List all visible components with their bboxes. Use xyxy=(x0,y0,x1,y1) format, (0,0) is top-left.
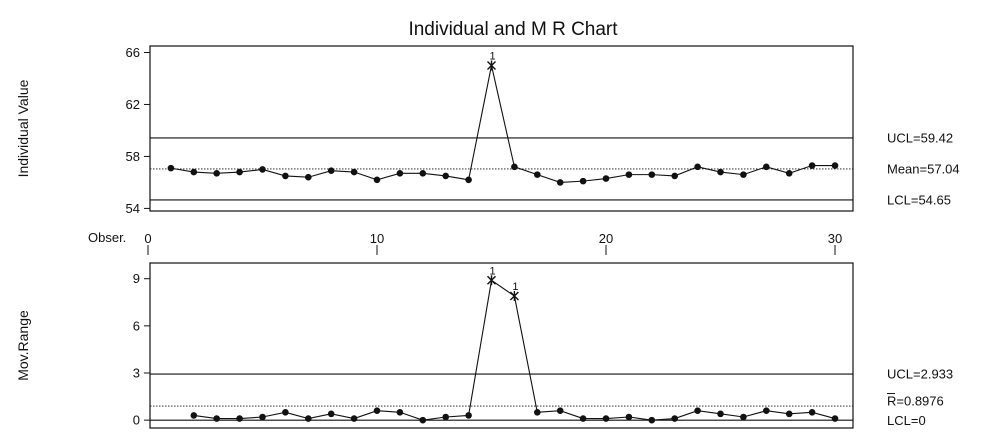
data-point xyxy=(785,410,793,418)
data-point xyxy=(808,408,816,416)
data-point xyxy=(671,415,678,422)
data-point xyxy=(236,415,243,422)
flagged-point xyxy=(487,60,496,71)
data-point xyxy=(648,416,656,424)
data-point xyxy=(305,173,312,181)
data-point xyxy=(327,410,335,418)
data-point xyxy=(740,171,747,178)
y-axis-label: Individual Value xyxy=(15,79,31,177)
data-point xyxy=(763,163,770,171)
data-point xyxy=(717,410,724,418)
y-axis-label: Mov.Range xyxy=(15,310,31,381)
data-point xyxy=(511,163,518,171)
control-label-lcl: LCL=54.65 xyxy=(887,192,951,207)
flagged-point xyxy=(509,291,519,301)
data-point xyxy=(740,413,747,421)
data-point xyxy=(465,412,472,419)
data-point xyxy=(579,415,587,422)
data-point xyxy=(465,176,472,184)
data-point xyxy=(167,164,175,172)
data-point xyxy=(236,168,243,176)
y-tick-label: 3 xyxy=(133,366,140,381)
data-point xyxy=(579,177,587,185)
data-point xyxy=(785,170,793,177)
plot-frame xyxy=(149,262,854,429)
flagged-point xyxy=(487,275,496,286)
data-point xyxy=(442,172,450,180)
data-point xyxy=(396,408,404,416)
control-label-ucl: UCL=59.42 xyxy=(887,130,953,145)
series-line xyxy=(193,279,836,421)
y-tick-label: 62 xyxy=(126,97,140,112)
data-point xyxy=(602,415,610,422)
data-point xyxy=(282,408,289,416)
data-point xyxy=(373,407,381,415)
y-tick-label: 6 xyxy=(133,318,140,333)
data-point xyxy=(259,166,266,173)
series-line xyxy=(170,65,835,183)
data-point xyxy=(373,176,381,184)
x-tick-label: 30 xyxy=(828,231,842,246)
y-tick-label: 0 xyxy=(133,413,140,428)
data-point xyxy=(259,413,266,421)
plot-frame xyxy=(149,45,854,212)
data-point xyxy=(190,168,198,176)
data-point xyxy=(808,162,816,169)
data-point xyxy=(694,163,701,171)
control-label-lcl: LCL=0 xyxy=(887,413,926,428)
data-point xyxy=(671,172,678,180)
control-label-mean: Mean=57.04 xyxy=(887,161,960,176)
data-point xyxy=(625,171,633,178)
data-point xyxy=(556,407,564,415)
data-point xyxy=(327,167,335,175)
chart-title: Individual and M R Chart xyxy=(408,19,618,40)
out-of-control-flag: 1 xyxy=(489,50,495,62)
y-tick-label: 54 xyxy=(126,201,140,216)
x-tick-label: 0 xyxy=(144,231,151,246)
data-point xyxy=(419,170,427,177)
out-of-control-flag: 1 xyxy=(512,281,518,293)
data-point xyxy=(442,413,450,421)
y-tick-label: 66 xyxy=(126,45,140,60)
x-tick-label: 10 xyxy=(370,231,384,246)
data-point xyxy=(602,175,610,182)
data-point xyxy=(396,170,404,177)
control-label-r-bar: R=0.8976 xyxy=(887,394,944,409)
data-point xyxy=(831,415,839,422)
data-point xyxy=(213,170,220,177)
data-point xyxy=(350,168,358,176)
out-of-control-flag: 1 xyxy=(489,265,495,277)
y-tick-label: 9 xyxy=(133,271,140,286)
data-point xyxy=(625,413,633,421)
x-axis-label: Obser. xyxy=(88,230,126,245)
data-point xyxy=(763,407,770,415)
data-point xyxy=(419,416,427,424)
data-point xyxy=(350,415,358,422)
data-point xyxy=(648,171,656,178)
data-point xyxy=(213,415,220,422)
data-point xyxy=(305,415,312,422)
data-point xyxy=(534,408,541,416)
data-point xyxy=(190,412,198,419)
data-point xyxy=(556,179,564,186)
y-tick-label: 58 xyxy=(126,149,140,164)
data-point xyxy=(831,162,839,169)
data-point xyxy=(534,171,541,178)
data-point xyxy=(694,407,701,415)
control-label-ucl: UCL=2.933 xyxy=(887,367,953,382)
data-point xyxy=(282,172,289,180)
data-point xyxy=(717,168,724,176)
x-tick-label: 20 xyxy=(599,231,613,246)
